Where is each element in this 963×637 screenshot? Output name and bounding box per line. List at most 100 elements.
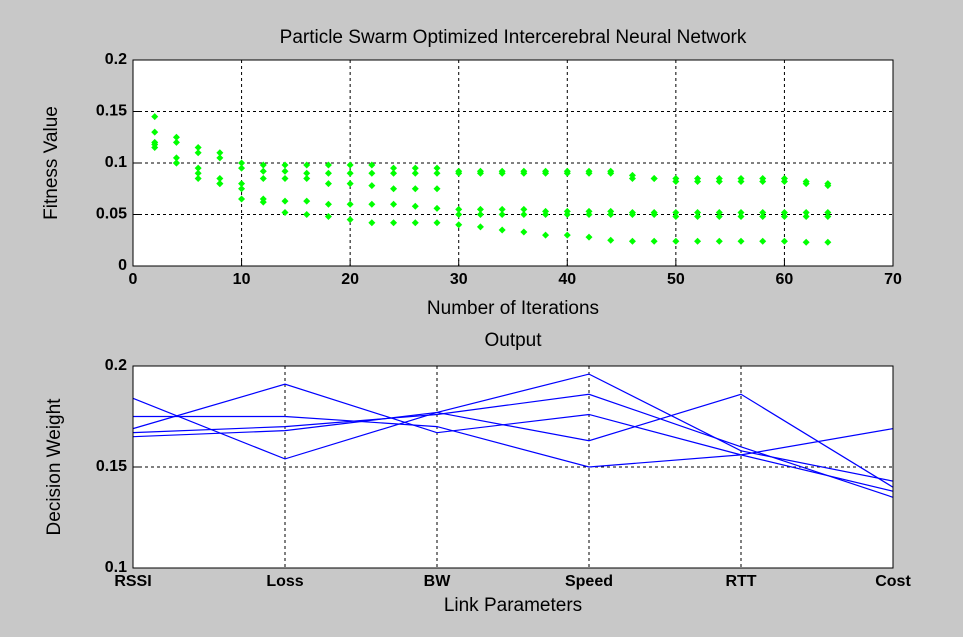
point <box>346 169 354 177</box>
point <box>238 195 246 203</box>
x-tick-label: 30 <box>450 271 468 288</box>
point <box>585 211 593 218</box>
point <box>390 219 398 227</box>
point <box>281 208 289 216</box>
point <box>303 174 311 182</box>
x-axis-label: Number of Iterations <box>427 298 599 319</box>
point <box>259 167 267 175</box>
x-tick-label: 0 <box>129 271 138 288</box>
point <box>563 231 571 239</box>
point <box>498 226 506 234</box>
point <box>194 149 202 157</box>
point <box>542 169 550 177</box>
x-axis-label: Link Parameters <box>444 595 582 616</box>
point <box>607 236 615 244</box>
point <box>628 174 636 182</box>
point <box>194 164 202 172</box>
point <box>694 213 702 221</box>
point <box>585 169 593 177</box>
point <box>802 238 810 246</box>
point <box>303 211 311 218</box>
y-axis-label: Decision Weight <box>44 398 65 536</box>
point <box>303 197 311 205</box>
point <box>433 169 441 177</box>
point <box>259 195 267 203</box>
point <box>520 228 528 236</box>
x-tick-label: 60 <box>776 271 794 288</box>
point <box>455 211 463 218</box>
point <box>281 197 289 205</box>
axes-frame <box>132 59 894 267</box>
point <box>563 211 571 218</box>
line <box>133 415 894 468</box>
point <box>368 169 376 177</box>
point <box>455 169 463 177</box>
point <box>672 237 680 245</box>
point <box>715 237 723 245</box>
x-tick-label: 40 <box>558 271 576 288</box>
x-tick-label: BW <box>424 573 452 590</box>
y-axis-label: Fitness Value <box>41 106 62 220</box>
point <box>172 138 180 146</box>
y-tick-label: 0.05 <box>96 206 127 223</box>
y-tick-label: 0.1 <box>105 154 127 171</box>
point <box>476 211 484 218</box>
point <box>259 174 267 182</box>
point <box>151 138 159 146</box>
point <box>346 216 354 224</box>
point <box>324 213 332 221</box>
line <box>132 383 894 492</box>
y-tick-label: 0.2 <box>105 51 127 68</box>
point <box>715 178 723 186</box>
point <box>476 223 484 231</box>
point <box>281 167 289 175</box>
chart-title: Particle Swarm Optimized Intercerebral N… <box>280 27 747 48</box>
y-tick-label: 0.2 <box>105 357 127 374</box>
point <box>715 213 723 221</box>
point <box>759 213 767 221</box>
point <box>498 211 506 218</box>
point <box>802 213 810 221</box>
point <box>172 154 180 162</box>
point <box>303 161 311 169</box>
point <box>824 208 832 216</box>
point <box>238 180 246 188</box>
point <box>346 161 354 169</box>
x-tick-label: Cost <box>875 573 911 590</box>
point <box>694 237 702 245</box>
point <box>346 180 354 188</box>
line <box>132 393 894 498</box>
y-tick-label: 0 <box>118 257 127 274</box>
point <box>151 128 159 136</box>
point <box>520 211 528 218</box>
point <box>650 211 658 218</box>
point <box>216 149 224 157</box>
point <box>520 205 528 213</box>
point <box>216 174 224 182</box>
point <box>759 178 767 186</box>
point <box>759 237 767 245</box>
x-tick-label: Loss <box>266 573 303 590</box>
point <box>780 208 788 216</box>
point <box>238 159 246 167</box>
point <box>824 182 832 190</box>
point <box>368 200 376 208</box>
point <box>737 237 745 245</box>
point <box>390 164 398 172</box>
point <box>542 211 550 218</box>
point <box>433 204 441 212</box>
point <box>672 178 680 186</box>
point <box>628 237 636 245</box>
point <box>520 169 528 177</box>
point <box>172 159 180 167</box>
point <box>324 200 332 208</box>
point <box>259 161 267 169</box>
point <box>303 169 311 177</box>
point <box>433 185 441 193</box>
x-tick-label: RTT <box>725 573 756 590</box>
point <box>455 221 463 229</box>
point <box>324 161 332 169</box>
point <box>694 208 702 216</box>
point <box>476 169 484 177</box>
